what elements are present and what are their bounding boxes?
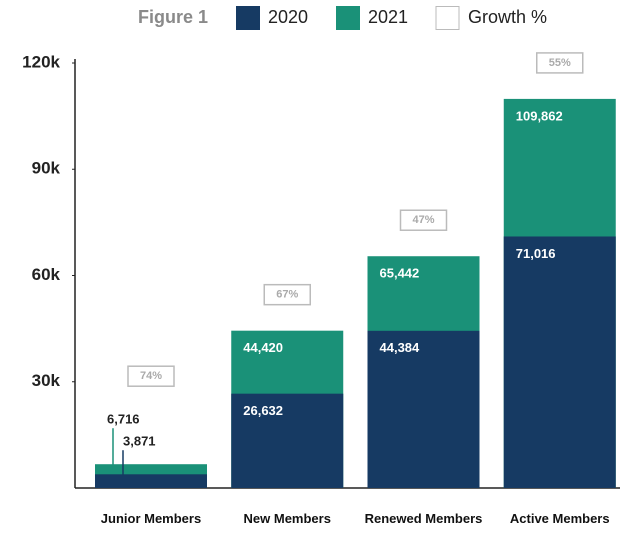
- growth-label: 55%: [549, 57, 571, 69]
- legend-swatch: [435, 6, 460, 30]
- growth-box: [263, 283, 311, 306]
- y-tick-label: 90k: [32, 159, 61, 178]
- legend-label: 2020: [268, 7, 308, 27]
- bar: [231, 393, 344, 488]
- data-label: 71,016: [516, 246, 556, 261]
- data-label: 65,442: [380, 266, 420, 281]
- data-label: 44,420: [243, 340, 283, 355]
- x-tick-label: New Members: [243, 511, 331, 526]
- y-tick-label: 120k: [22, 52, 60, 71]
- legend-swatch: [336, 6, 360, 30]
- x-tick-label: Junior Members: [100, 511, 202, 526]
- x-tick-label: Active Members: [509, 511, 610, 526]
- growth-box: [399, 209, 448, 231]
- data-label: 44,384: [380, 340, 421, 355]
- growth-label: 74%: [140, 370, 162, 382]
- growth-box: [127, 365, 175, 387]
- data-label: 6,716: [107, 412, 140, 427]
- legend-swatch: [236, 6, 260, 30]
- data-label: 109,862: [516, 108, 563, 123]
- growth-label: 67%: [276, 289, 298, 301]
- y-tick-label: 60k: [32, 265, 61, 284]
- legend-label: 2021: [368, 7, 408, 27]
- bar: [503, 236, 616, 488]
- chart-title: Figure 1: [138, 7, 208, 27]
- legend-label: Growth %: [468, 7, 547, 27]
- data-label: 3,871: [123, 434, 156, 449]
- x-tick-label: Renewed Members: [364, 511, 483, 526]
- bar: [95, 474, 207, 488]
- bar: [367, 330, 480, 488]
- growth-label: 47%: [412, 214, 434, 226]
- growth-box: [536, 52, 584, 74]
- data-label: 26,632: [243, 403, 283, 418]
- y-tick-label: 30k: [32, 371, 61, 390]
